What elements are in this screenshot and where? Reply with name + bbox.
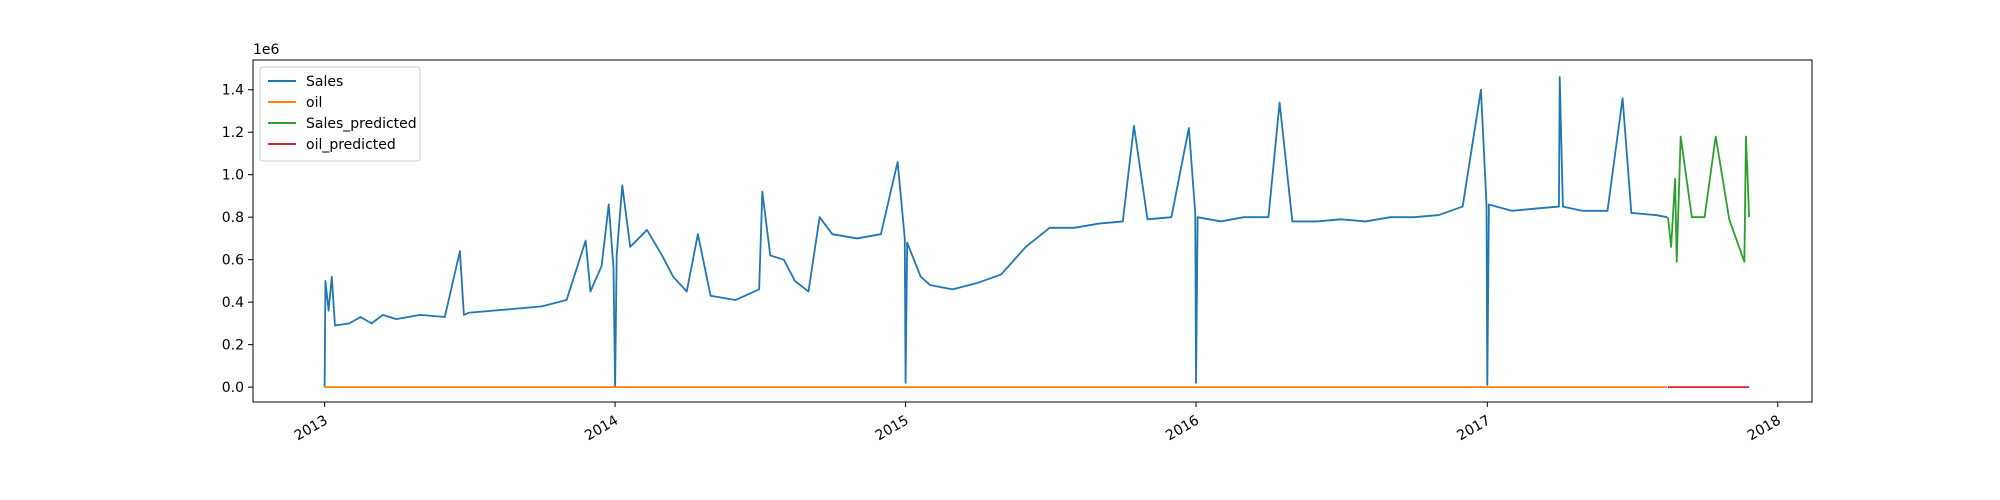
- y-tick-label: 0.4: [222, 295, 244, 311]
- y-tick-label: 1.4: [222, 83, 244, 99]
- y-tick-label: 0.6: [222, 253, 244, 269]
- series-line-sales: [323, 76, 1668, 389]
- series-layer: [323, 76, 1751, 389]
- legend-label: oil_predicted: [306, 137, 396, 153]
- legend-box: [259, 66, 421, 162]
- y-tick-label: 0.2: [222, 338, 244, 354]
- legend-label: Sales_predicted: [306, 116, 417, 132]
- legend-label: oil: [306, 95, 322, 111]
- x-tick-label: 2017: [1454, 413, 1493, 445]
- x-axis: 2013 2014 2015 2016 2017 2018: [292, 402, 1784, 444]
- x-tick-label: 2014: [582, 412, 621, 444]
- y-tick-label: 1.0: [222, 168, 244, 184]
- legend-label: Sales: [306, 74, 343, 90]
- x-tick-label: 2018: [1745, 413, 1784, 445]
- x-tick-label: 2016: [1163, 412, 1202, 444]
- y-tick-label: 1.2: [222, 125, 244, 141]
- legend: Sales oil Sales_predicted oil_predicted: [259, 66, 421, 162]
- series-line-sales-predicted: [1667, 135, 1751, 263]
- axes-frame: [252, 59, 1813, 403]
- x-tick-label: 2013: [292, 413, 331, 445]
- y-tick-label: 0.0: [222, 380, 244, 396]
- y-tick-label: 0.8: [222, 210, 244, 226]
- x-tick-label: 2015: [873, 413, 912, 445]
- y-offset-label: 1e6: [253, 42, 280, 58]
- y-axis: 0.0 0.2 0.4 0.6 0.8 1.0 1.2 1.4: [222, 83, 253, 396]
